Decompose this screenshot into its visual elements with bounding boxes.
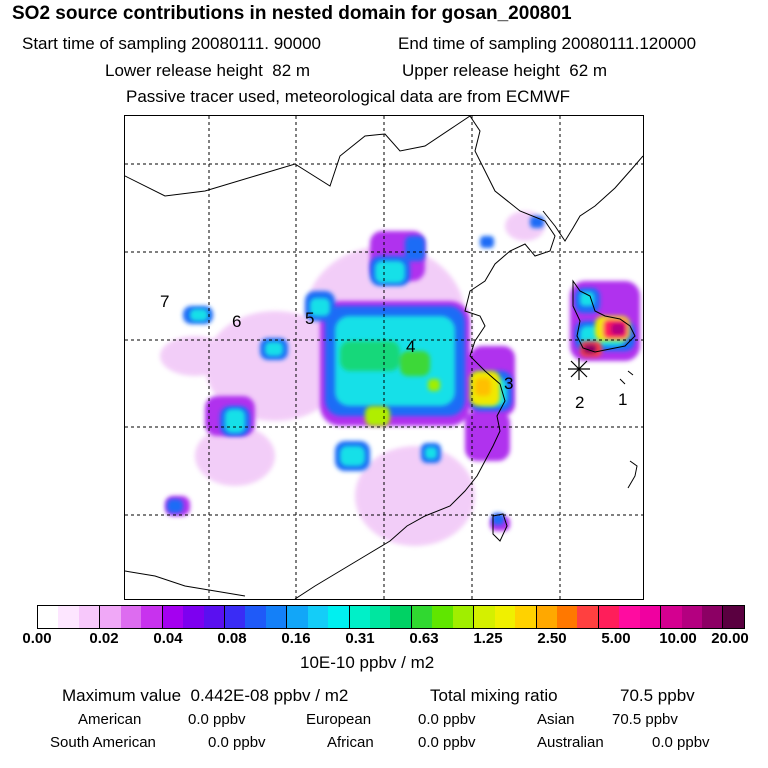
region-value: 0.0 ppbv <box>652 734 710 751</box>
region-value: 0.0 ppbv <box>418 734 476 751</box>
max-value-line: Maximum value 0.442E-08 ppbv / m2 <box>62 686 348 706</box>
colorbar-tick: 0.00 <box>22 630 52 647</box>
colorbar-swatch <box>494 606 516 628</box>
colorbar-swatch <box>328 606 350 628</box>
upper-height-line: Upper release height 62 m <box>402 61 607 81</box>
start-time-line: Start time of sampling 20080111. 90000 <box>22 34 321 54</box>
region-name: American <box>78 711 142 728</box>
lower-height-value: 82 m <box>272 61 311 80</box>
region-name: Asian <box>537 711 575 728</box>
colorbar-swatch <box>307 606 329 628</box>
colorbar-swatch <box>702 606 724 628</box>
start-time-value: 20080111. 90000 <box>191 34 321 53</box>
colorbar-tick: 0.31 <box>345 630 375 647</box>
total-mixing-label: Total mixing ratio <box>430 686 558 705</box>
region-value: 0.0 ppbv <box>188 711 246 728</box>
region-name: South American <box>50 734 156 751</box>
receptor-marker <box>568 358 590 380</box>
region-name: European <box>306 711 372 728</box>
source-label-5: 5 <box>305 309 315 328</box>
region-name: African <box>327 734 374 751</box>
region-value: 0.0 ppbv <box>418 711 476 728</box>
colorbar-tick: 1.25 <box>473 630 503 647</box>
source-label-3: 3 <box>504 374 514 393</box>
colorbar-swatch <box>390 606 412 628</box>
colorbar-swatch <box>78 606 101 628</box>
lower-height-label: Lower release height <box>105 61 263 80</box>
colorbar-swatch <box>619 606 640 628</box>
source-label-7: 7 <box>160 292 170 311</box>
contribution-map: 1 2 3 4 5 6 7 <box>124 115 644 600</box>
colorbar-swatch <box>224 606 246 628</box>
colorbar-tick: 0.04 <box>153 630 183 647</box>
map-canvas <box>125 116 643 599</box>
colorbar-swatch <box>183 606 204 628</box>
colorbar-swatch <box>639 606 662 628</box>
page-title: SO2 source contributions in nested domai… <box>12 3 572 24</box>
lat-lon-grid <box>125 116 643 599</box>
total-mixing-line: Total mixing ratio <box>430 686 558 706</box>
colorbar-swatch <box>474 606 495 628</box>
colorbar-swatch <box>38 606 59 628</box>
colorbar-tick: 2.50 <box>537 630 567 647</box>
region-value: 0.0 ppbv <box>208 734 266 751</box>
colorbar-tick: 0.16 <box>281 630 311 647</box>
colorbar-swatch <box>577 606 599 628</box>
source-label-4: 4 <box>406 337 416 356</box>
colorbar-swatch <box>432 606 453 628</box>
colorbar-tick: 0.08 <box>217 630 247 647</box>
region-name: Australian <box>537 734 604 751</box>
source-label-2: 2 <box>575 393 585 412</box>
upper-height-value: 62 m <box>569 61 608 80</box>
end-time-line: End time of sampling 20080111.120000 <box>398 34 696 54</box>
colorbar-swatch <box>661 606 682 628</box>
colorbar-swatch <box>515 606 537 628</box>
end-time-value: 20080111.120000 <box>561 34 697 53</box>
total-mixing-value: 70.5 ppbv <box>620 686 695 705</box>
colorbar-swatch <box>598 606 620 628</box>
colorbar-swatch <box>141 606 163 628</box>
colorbar-swatch <box>203 606 225 628</box>
upper-height-label: Upper release height <box>402 61 560 80</box>
colorbar-tick: 5.00 <box>601 630 631 647</box>
colorbar-tick: 10.00 <box>659 630 697 647</box>
colorbar-swatch <box>245 606 266 628</box>
source-label-1: 1 <box>618 390 628 409</box>
colorbar-swatch <box>452 606 475 628</box>
colorbar-tick: 0.02 <box>89 630 119 647</box>
region-value: 70.5 ppbv <box>612 711 678 728</box>
lower-height-line: Lower release height 82 m <box>105 61 310 81</box>
colorbar-swatch <box>162 606 184 628</box>
colorbar-swatch <box>58 606 79 628</box>
colorbar-tick: 20.00 <box>711 630 749 647</box>
colorbar-swatch <box>349 606 370 628</box>
colorbar-swatch <box>287 606 308 628</box>
colorbar-swatch <box>120 606 142 628</box>
end-time-label: End time of sampling <box>398 34 557 53</box>
max-value-label: Maximum value <box>62 686 182 705</box>
colorbar-units: 10E-10 ppbv / m2 <box>300 653 435 672</box>
colorbar-swatch <box>100 606 121 628</box>
tracer-note: Passive tracer used, meteorological data… <box>126 87 571 106</box>
coastlines <box>125 116 643 599</box>
colorbar-swatch <box>370 606 391 628</box>
colorbar-tick: 0.63 <box>409 630 439 647</box>
colorbar <box>37 605 745 629</box>
colorbar-swatch <box>723 606 744 628</box>
source-label-6: 6 <box>232 312 242 331</box>
colorbar-swatch <box>411 606 433 628</box>
colorbar-swatch <box>681 606 702 628</box>
max-value: 0.442E-08 ppbv / m2 <box>190 686 349 705</box>
colorbar-swatch <box>265 606 288 628</box>
colorbar-swatch <box>536 606 557 628</box>
colorbar-swatch <box>556 606 578 628</box>
start-time-label: Start time of sampling <box>22 34 187 53</box>
